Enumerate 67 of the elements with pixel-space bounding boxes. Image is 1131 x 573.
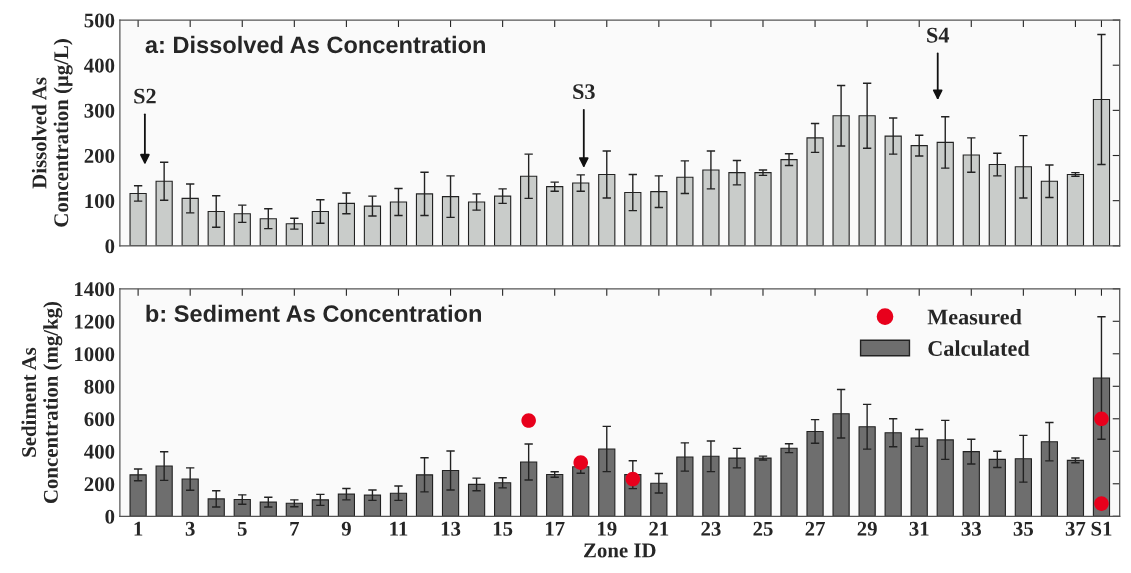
y-tick-label: 600: [84, 412, 115, 427]
x-tick-label: 23: [701, 521, 721, 536]
y-axis-title: Sediment As Concentration (mg/kg): [21, 301, 63, 504]
bar: [233, 498, 251, 517]
point: [1094, 411, 1109, 427]
bar: [754, 172, 772, 246]
point: [573, 455, 589, 470]
x-tick-label: 19: [598, 521, 617, 536]
bar: [337, 493, 356, 517]
y-tick-label: 200: [84, 148, 115, 163]
x-tick-label: 7: [290, 521, 300, 536]
x-tick-label: 31: [909, 521, 929, 536]
y-tick-label: 400: [84, 444, 115, 459]
x-tick-label: 25: [753, 521, 773, 536]
bar: [572, 466, 590, 517]
y-tick-label: 300: [84, 103, 115, 118]
y-tick-label: 400: [84, 58, 115, 73]
annotation: S3: [573, 84, 595, 100]
bar: [546, 186, 564, 246]
x-tick-label: 29: [857, 521, 877, 536]
x-tick-label: 1: [134, 521, 143, 536]
bar: [129, 474, 147, 517]
bar: [1066, 173, 1085, 246]
x-tick-label: 11: [390, 521, 408, 536]
y-tick-label: 1400: [75, 282, 115, 297]
bar: [754, 457, 772, 517]
x-tick-label: 9: [341, 521, 351, 536]
x-tick-label: 37: [1065, 521, 1086, 536]
y-tick-label: 1200: [75, 314, 115, 329]
legend-label: Measured: [927, 308, 1022, 325]
bar: [259, 501, 277, 517]
y-tick-label: 100: [85, 194, 115, 209]
bar: [285, 502, 303, 517]
x-tick-label: 21: [649, 521, 669, 536]
bar: [1066, 459, 1085, 517]
bar: [311, 499, 329, 517]
x-axis-title: Zone ID: [584, 543, 656, 558]
y-tick-label: 1000: [75, 347, 115, 362]
y-tick-label: 800: [84, 379, 115, 394]
x-tick-label: 33: [961, 521, 981, 536]
text: a: Dissolved As Concentration: [145, 35, 485, 54]
bar: [363, 494, 382, 517]
y-axis-title: Dissolved As Concentration (μg/L): [31, 39, 73, 227]
x-tick-label: 13: [441, 521, 461, 536]
x-tick-label: 15: [493, 521, 513, 536]
y-tick-label: 200: [84, 477, 115, 492]
y-tick-label: 500: [84, 13, 115, 28]
text: b: Sediment As Concentration: [146, 304, 481, 323]
x-tick-label: 3: [185, 521, 195, 536]
bar: [780, 447, 798, 517]
x-tick-label: 27: [805, 521, 825, 536]
annotation: S4: [927, 27, 950, 43]
x-tick-label: S1: [1091, 521, 1112, 536]
x-tick-label: 17: [545, 521, 565, 536]
legend-label: Calculated: [928, 340, 1030, 357]
annotation: S2: [134, 88, 156, 104]
x-tick-label: 5: [237, 521, 247, 536]
bar: [285, 223, 303, 246]
y-tick-label: 0: [105, 509, 115, 524]
y-tick-label: 0: [105, 239, 115, 254]
bar: [493, 482, 512, 517]
x-tick-label: 35: [1013, 521, 1034, 536]
point: [1094, 496, 1109, 511]
bar: [467, 483, 486, 517]
point: [625, 471, 641, 487]
point: [521, 413, 536, 428]
bar: [546, 473, 564, 517]
